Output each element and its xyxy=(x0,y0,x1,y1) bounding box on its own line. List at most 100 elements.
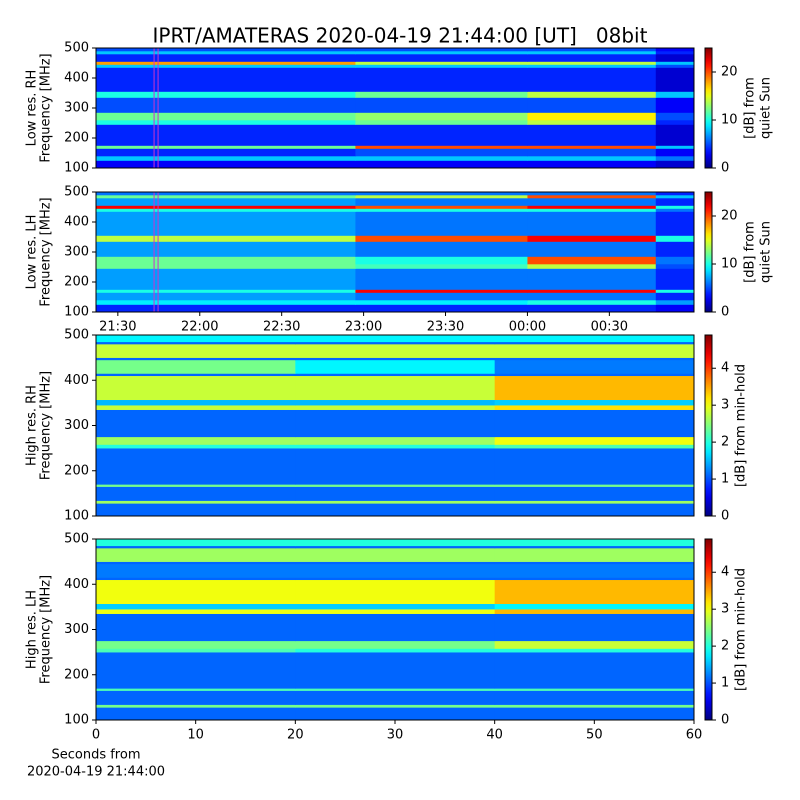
x-tick-label: 00:30 xyxy=(591,320,628,335)
heatmap-cell xyxy=(494,503,695,517)
heatmap-cell xyxy=(494,688,695,691)
heatmap-cell xyxy=(527,97,657,113)
heatmap-cell xyxy=(527,304,657,313)
heatmap-cell xyxy=(355,120,528,125)
x-tick-label: 50 xyxy=(586,728,603,743)
heatmap-cell xyxy=(96,405,296,410)
heatmap-cell xyxy=(295,603,496,610)
heatmap-cell xyxy=(295,341,496,345)
heatmap-cell xyxy=(355,205,528,209)
heatmap-cell xyxy=(655,64,695,68)
heatmap-cell xyxy=(96,192,356,196)
heatmap-cell xyxy=(655,205,695,209)
y-tick-label: 400 xyxy=(64,373,89,388)
heatmap-cell xyxy=(494,444,695,449)
heatmap-cell xyxy=(295,609,496,614)
heatmap-cell xyxy=(295,563,496,578)
heatmap-cell xyxy=(527,289,657,293)
colorbar-tick-label: 2 xyxy=(721,435,729,450)
heatmap-cell xyxy=(96,486,296,501)
y-axis-label: Frequency [MHz] xyxy=(39,197,54,306)
heatmap-cell xyxy=(355,48,528,52)
heatmap-cell xyxy=(96,577,296,581)
heatmap-cell xyxy=(527,211,657,236)
heatmap-cell xyxy=(96,344,296,358)
heatmap-cell xyxy=(96,603,296,610)
y-tick-label: 200 xyxy=(64,131,89,146)
heatmap-cell xyxy=(355,264,528,269)
heatmap-cell xyxy=(494,486,695,501)
heatmap-cell xyxy=(295,688,496,691)
heatmap-cell xyxy=(96,613,296,642)
heatmap-cell xyxy=(96,436,296,445)
heatmap-cell xyxy=(494,344,695,358)
colorbar xyxy=(704,538,713,721)
heatmap-cell xyxy=(96,539,296,547)
heatmap-cell xyxy=(655,124,695,146)
y-tick-label: 400 xyxy=(64,71,89,86)
heatmap-cell xyxy=(295,409,496,438)
heatmap-cell xyxy=(527,51,657,55)
x-tick-label: 23:30 xyxy=(427,320,464,335)
heatmap-cell xyxy=(527,160,657,169)
y-axis-label: Low res. RH xyxy=(25,70,40,147)
heatmap-cell xyxy=(355,51,528,55)
heatmap-cell xyxy=(494,563,695,578)
heatmap-cell xyxy=(96,688,296,691)
heatmap-cell xyxy=(355,160,528,169)
heatmap-cell xyxy=(494,399,695,406)
heatmap-cell xyxy=(655,268,695,290)
heatmap-cell xyxy=(527,195,657,199)
heatmap-cell xyxy=(494,375,695,401)
heatmap-cell xyxy=(295,539,496,547)
heatmap-cell xyxy=(295,484,496,487)
heatmap-cell xyxy=(96,198,356,206)
heatmap-cell xyxy=(355,91,528,98)
heatmap-cell xyxy=(96,120,356,125)
heatmap-cell xyxy=(527,208,657,212)
heatmap-cell xyxy=(295,690,496,705)
y-tick-label: 500 xyxy=(64,185,89,200)
heatmap-cell xyxy=(527,205,657,209)
heatmap-cell xyxy=(527,300,657,305)
x-tick-label: 40 xyxy=(486,728,503,743)
heatmap-cell xyxy=(96,373,296,377)
heatmap-cell xyxy=(96,357,296,361)
heatmap-cell xyxy=(96,67,356,92)
heatmap-cell xyxy=(494,577,695,581)
heatmap-cell xyxy=(295,652,496,689)
colorbar-tick-label: 2 xyxy=(721,639,729,654)
heatmap-cell xyxy=(295,405,496,410)
y-tick-label: 400 xyxy=(64,577,89,592)
heatmap-cell xyxy=(655,145,695,149)
heatmap-cell xyxy=(295,503,496,517)
heatmap-cell xyxy=(655,241,695,257)
x-tick-label: 23:00 xyxy=(345,320,382,335)
heatmap-cell xyxy=(96,205,356,209)
heatmap-cell xyxy=(355,292,528,301)
heatmap-cell xyxy=(355,211,528,236)
heatmap-cell xyxy=(96,648,296,653)
heatmap-cell xyxy=(295,359,496,374)
y-axis-label: Frequency [MHz] xyxy=(39,371,54,480)
heatmap-cell xyxy=(96,563,296,578)
heatmap-cell xyxy=(655,54,695,62)
colorbar-tick-label: 0 xyxy=(721,509,729,524)
y-tick-label: 500 xyxy=(64,532,89,547)
heatmap-cell xyxy=(96,289,356,293)
heatmap-cell xyxy=(527,61,657,65)
colorbar-tick-label: 4 xyxy=(721,565,729,580)
heatmap-cell xyxy=(527,148,657,157)
heatmap-cell xyxy=(655,48,695,52)
heatmap-cell xyxy=(527,67,657,92)
heatmap-cell xyxy=(527,48,657,52)
heatmap-cell xyxy=(96,64,356,68)
heatmap-cell xyxy=(527,54,657,62)
heatmap-cell xyxy=(96,300,356,305)
colorbar xyxy=(704,334,713,517)
heatmap-cell xyxy=(655,292,695,301)
x-tick-label: 30 xyxy=(387,728,404,743)
colorbar-tick-label: 0 xyxy=(721,713,729,728)
heatmap-cell xyxy=(96,341,296,345)
x-tick-label: 0 xyxy=(92,728,100,743)
